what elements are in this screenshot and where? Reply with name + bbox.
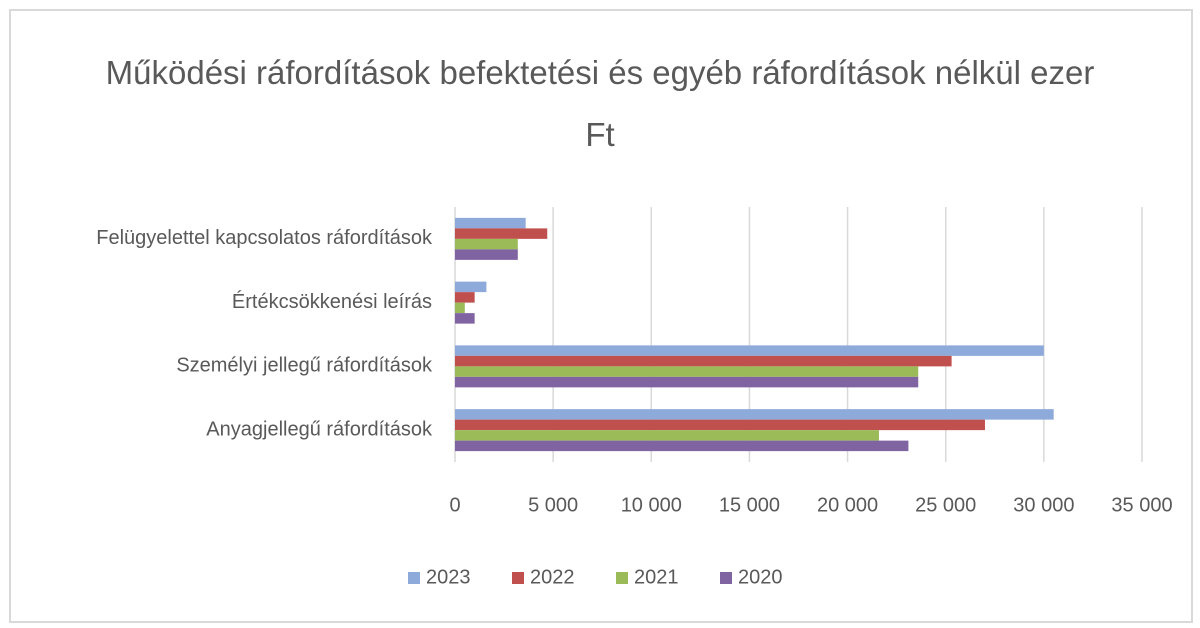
x-tick-label: 10 000	[621, 494, 682, 516]
legend-swatch	[408, 572, 420, 584]
legend-swatch	[616, 572, 628, 584]
x-tick-label: 30 000	[1013, 494, 1074, 516]
x-tick-label: 35 000	[1111, 494, 1172, 516]
y-tick-label: Felügyelettel kapcsolatos ráfordítások	[96, 227, 433, 249]
x-tick-label: 5 000	[528, 494, 578, 516]
bar	[455, 366, 919, 377]
x-tick-label: 15 000	[719, 494, 780, 516]
legend-swatch	[720, 572, 732, 584]
bar	[455, 281, 487, 293]
bar	[455, 430, 879, 441]
bar	[455, 419, 985, 431]
y-tick-label: Anyagjellegű ráfordítások	[206, 418, 433, 440]
bar	[455, 355, 952, 367]
x-tick-label: 25 000	[915, 494, 976, 516]
x-tick-label: 20 000	[817, 494, 878, 516]
chart-title: Működési ráfordítások befektetési és egy…	[105, 54, 1095, 153]
bar	[455, 313, 475, 324]
bar	[455, 345, 1044, 356]
x-tick-label: 0	[449, 494, 460, 516]
y-tick-label: Személyi jellegű ráfordítások	[176, 355, 433, 377]
y-tick-label: Értékcsökkenési leírás	[232, 290, 432, 313]
legend-label: 2022	[530, 566, 575, 588]
bar	[455, 302, 465, 314]
legend-label: 2020	[738, 566, 783, 588]
chart-border	[9, 9, 1193, 623]
bar	[455, 217, 526, 229]
bar	[455, 409, 1054, 420]
bar	[455, 238, 518, 250]
legend-label: 2021	[634, 566, 679, 588]
bar	[455, 228, 548, 239]
bar	[455, 376, 919, 388]
legend-label: 2023	[426, 566, 471, 588]
bar	[455, 292, 475, 303]
bar	[455, 249, 518, 260]
legend-swatch	[512, 572, 524, 584]
bar	[455, 440, 909, 452]
